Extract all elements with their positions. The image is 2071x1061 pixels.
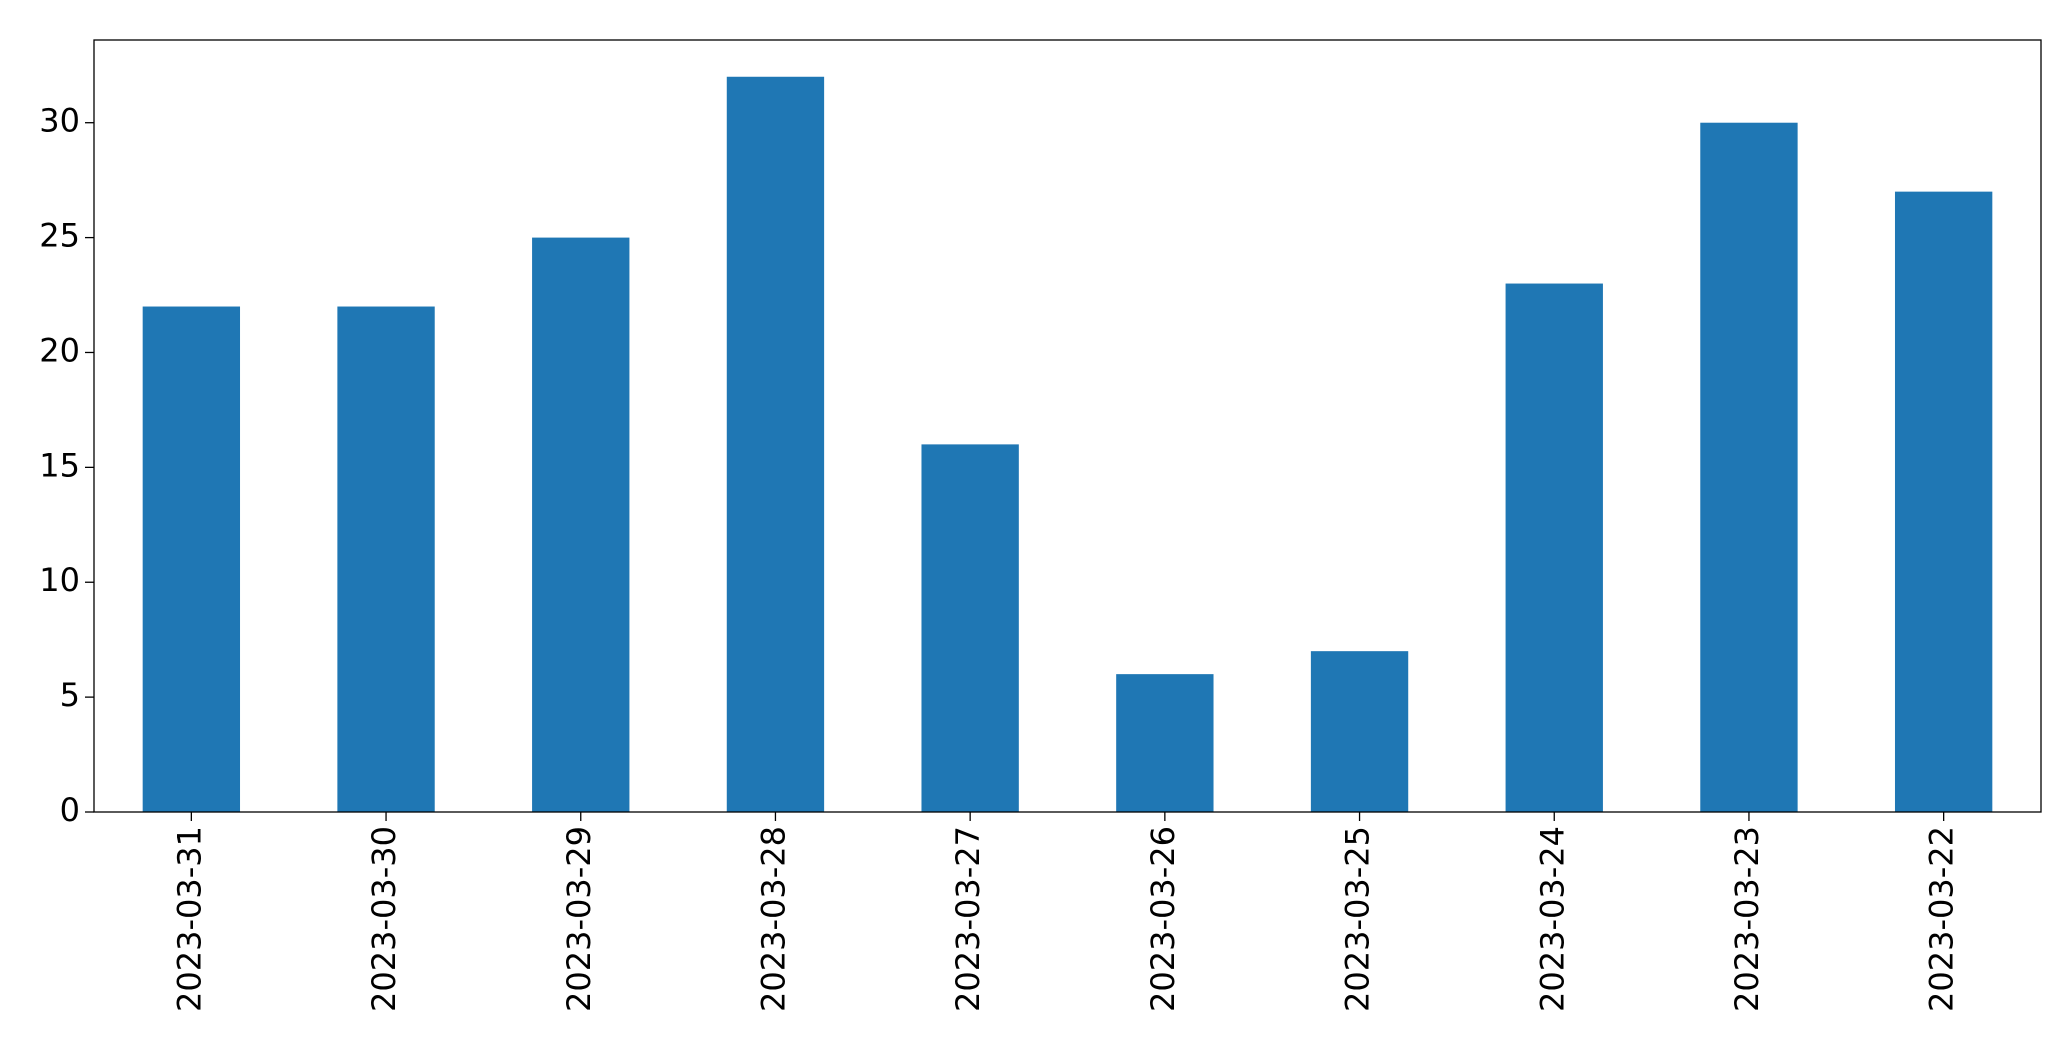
x-tick-label: 2023-03-25 [1339, 826, 1377, 1012]
y-tick-label: 0 [60, 791, 80, 829]
bar [1505, 283, 1603, 812]
bar [726, 76, 825, 812]
y-tick-label: 20 [39, 331, 80, 369]
x-tick-label: 2023-03-28 [754, 826, 792, 1012]
bar [1700, 122, 1798, 812]
y-tick-label: 25 [39, 217, 80, 255]
x-tick-label: 2023-03-30 [365, 826, 403, 1012]
bar [337, 306, 435, 812]
x-tick-label: 2023-03-22 [1923, 826, 1961, 1012]
x-tick-label: 2023-03-27 [949, 826, 987, 1012]
y-tick-label: 10 [39, 561, 80, 599]
bar [1310, 651, 1409, 812]
bar [1894, 191, 1993, 813]
bar [142, 306, 241, 812]
x-tick-label: 2023-03-29 [560, 826, 598, 1012]
x-tick-label: 2023-03-23 [1728, 826, 1766, 1012]
bar [1116, 674, 1214, 812]
x-tick-label: 2023-03-24 [1533, 826, 1571, 1012]
y-tick-label: 15 [39, 446, 80, 484]
y-tick-label: 30 [39, 102, 80, 140]
y-tick-label: 5 [60, 676, 80, 714]
plot-frame [93, 39, 2042, 813]
x-tick-label: 2023-03-26 [1144, 826, 1182, 1012]
bar [921, 444, 1019, 812]
bar [532, 237, 630, 813]
x-tick-label: 2023-03-31 [170, 826, 208, 1012]
